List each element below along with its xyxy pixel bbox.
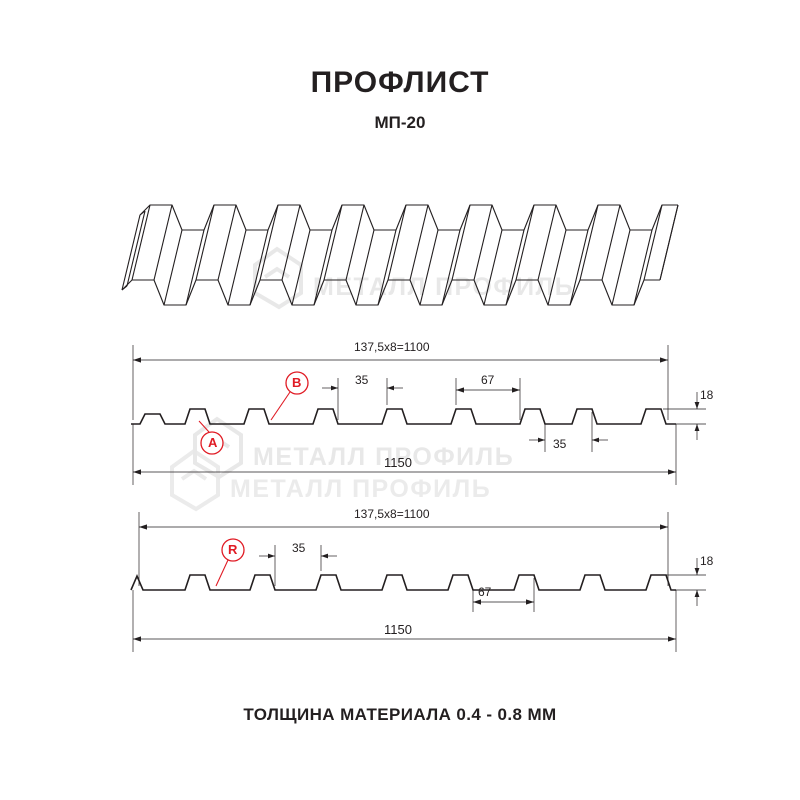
dim-label-67-r: 67 [478,585,492,599]
callout-label-b: B [292,375,302,390]
watermark-item: МЕТАЛЛ ПРОФИЛЬ [170,448,491,512]
dimension-height-18-a [663,392,706,440]
callout-label-r: R [228,542,238,557]
dim-label-height-r: 18 [700,554,714,568]
isometric-profile-view [121,204,679,306]
watermark-item: МЕТАЛЛ ПРОФИЛЬ [193,416,514,480]
section-view-r [130,512,706,652]
dimension-67-r [472,578,535,612]
dimension-top-r [138,512,669,586]
dim-label-67-a: 67 [481,373,495,387]
watermark-text: МЕТАЛЛ ПРОФИЛЬ [230,475,491,503]
dimension-top-a [132,345,669,420]
dimension-height-18-r [663,558,706,606]
callout-b [270,371,309,421]
material-thickness-note: ТОЛЩИНА МАТЕРИАЛА 0.4 - 0.8 ММ [243,705,557,724]
watermark-text: МЕТАЛЛ ПРОФИЛЬ [313,273,574,301]
dim-label-35-r: 35 [292,541,306,555]
dim-label-bottom-a: 1150 [384,455,412,470]
dim-label-top-r: 137,5х8=1100 [354,507,430,521]
dimension-bottom-r [132,590,677,652]
dimension-35-r [259,545,337,586]
callout-r [215,538,245,587]
watermark-text: МЕТАЛЛ ПРОФИЛЬ [253,443,514,471]
dim-label-35-right-a: 35 [553,437,567,451]
callout-label-a: A [208,435,218,450]
page-subtitle: МП-20 [374,113,426,132]
watermark-group: МЕТАЛЛ ПРОФИЛЬ МЕТАЛЛ ПРОФИЛЬ МЕТАЛЛ ПРО… [170,246,574,512]
page-title: ПРОФЛИСТ [310,66,490,99]
dimension-35-left-a [322,378,403,420]
dim-label-35-left-a: 35 [355,373,369,387]
dim-label-bottom-r: 1150 [384,622,412,637]
callout-a [198,420,224,455]
dimension-35-right-a [529,412,608,452]
dim-label-top-a: 137,5х8=1100 [354,340,430,354]
dim-label-height-a: 18 [700,388,714,402]
section-view-a [131,345,706,485]
dimension-67-a [455,378,521,420]
dimension-bottom-a [132,424,677,485]
